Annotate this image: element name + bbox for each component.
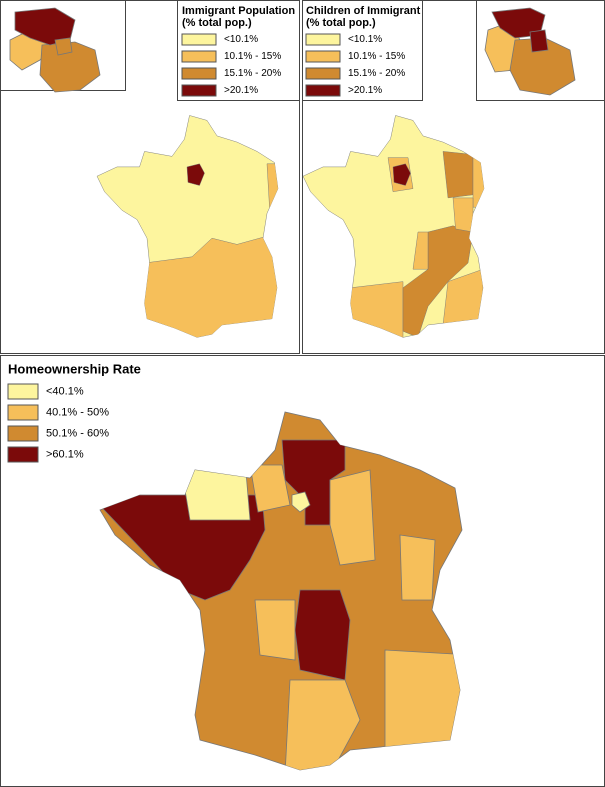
legend-label: >20.1% bbox=[224, 85, 258, 96]
region bbox=[294, 589, 351, 681]
legend-swatch bbox=[181, 33, 217, 46]
region bbox=[399, 534, 436, 601]
region bbox=[179, 459, 251, 521]
legend-swatch bbox=[305, 33, 341, 46]
region bbox=[266, 163, 278, 208]
legend-label: 50.1% - 60% bbox=[46, 427, 109, 439]
legend-swatch bbox=[305, 84, 341, 97]
map bbox=[99, 411, 463, 771]
region bbox=[141, 231, 278, 338]
legend-title: Children of Immigrant bbox=[306, 5, 421, 17]
region bbox=[329, 469, 376, 566]
inset bbox=[476, 0, 605, 101]
region bbox=[249, 464, 291, 513]
region bbox=[412, 231, 429, 270]
region bbox=[384, 649, 462, 761]
map bbox=[96, 115, 279, 338]
legend-swatch bbox=[7, 383, 39, 400]
region bbox=[291, 491, 311, 513]
legend-swatch bbox=[7, 425, 39, 442]
legend-swatch bbox=[181, 84, 217, 97]
legend: Immigrant Population (% total pop.) <10.… bbox=[177, 0, 300, 101]
region bbox=[284, 679, 361, 770]
legend-swatch bbox=[181, 50, 217, 63]
legend-label: >60.1% bbox=[46, 448, 84, 460]
legend-label: 10.1% - 15% bbox=[224, 51, 281, 62]
legend-subtitle: (% total pop.) bbox=[182, 17, 252, 29]
legend-label: >20.1% bbox=[348, 85, 382, 96]
region bbox=[472, 157, 484, 208]
legend-swatch bbox=[181, 67, 217, 80]
region bbox=[452, 197, 474, 233]
legend-label: 15.1% - 20% bbox=[224, 68, 281, 79]
legend-label: 40.1% - 50% bbox=[46, 406, 109, 418]
legend-swatch bbox=[7, 446, 39, 463]
legend: Homeownership Rate <40.1% 40.1% - 50% 50.1… bbox=[7, 361, 141, 463]
region bbox=[392, 163, 411, 186]
legend-label: <10.1% bbox=[348, 34, 382, 45]
legend-label: <10.1% bbox=[224, 34, 258, 45]
map bbox=[302, 115, 485, 338]
inset bbox=[0, 0, 126, 93]
legend-swatch bbox=[305, 50, 341, 63]
region bbox=[254, 599, 296, 661]
panel-border bbox=[0, 0, 300, 354]
legend: Children of Immigrant (% total pop.) <10… bbox=[302, 0, 423, 101]
legend-title: Homeownership Rate bbox=[8, 361, 141, 376]
region bbox=[347, 281, 404, 338]
legend-label: <40.1% bbox=[46, 385, 84, 397]
region bbox=[186, 163, 205, 186]
region bbox=[442, 151, 474, 199]
legend-label: 15.1% - 20% bbox=[348, 68, 405, 79]
legend-subtitle: (% total pop.) bbox=[306, 17, 376, 29]
legend-swatch bbox=[7, 404, 39, 421]
legend-title: Immigrant Population bbox=[182, 5, 295, 17]
legend-swatch bbox=[305, 67, 341, 80]
legend-label: 10.1% - 15% bbox=[348, 51, 405, 62]
